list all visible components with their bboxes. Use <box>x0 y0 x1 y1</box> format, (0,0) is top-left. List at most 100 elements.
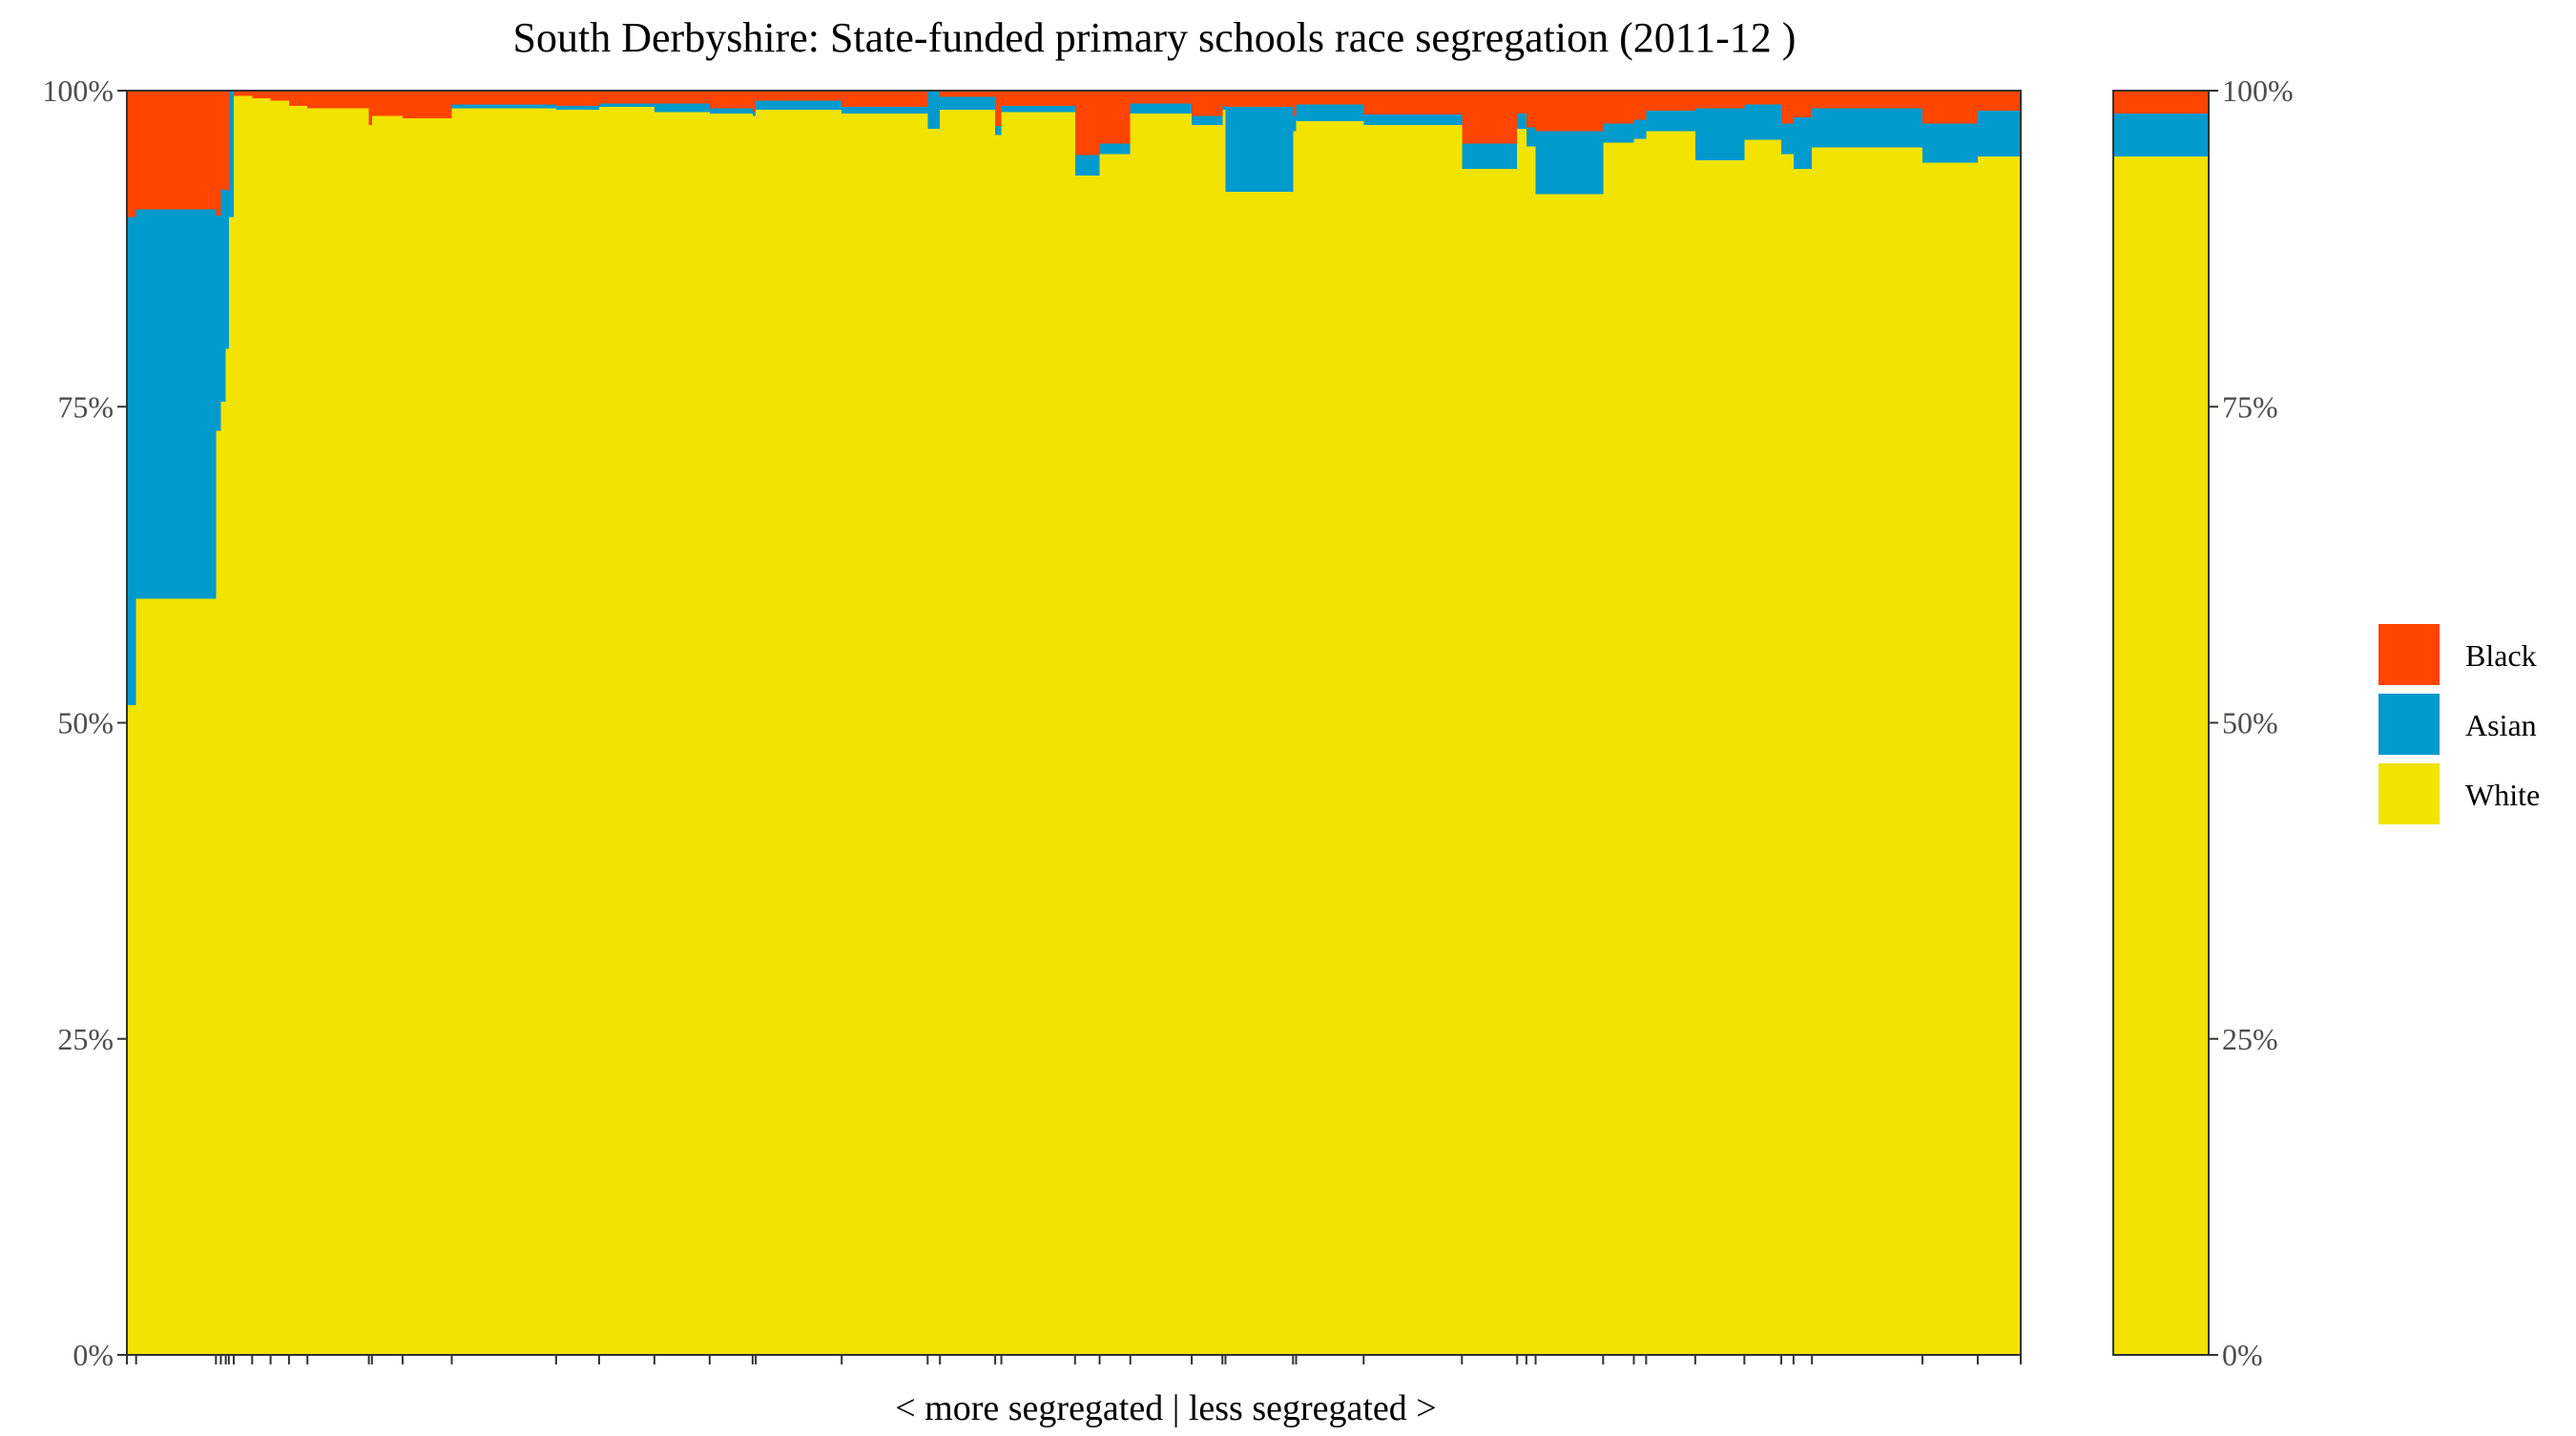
y-tick-label: 50% <box>57 706 114 740</box>
school-6-asian <box>228 91 235 218</box>
summary-black <box>2113 91 2209 114</box>
school-5-white <box>225 348 230 1355</box>
school-47-black <box>1812 91 1923 109</box>
school-35-white <box>1363 124 1463 1355</box>
school-46-asian <box>1793 116 1813 170</box>
school-18-black <box>654 91 711 104</box>
school-bar <box>940 91 996 1355</box>
school-31-black <box>1222 91 1227 106</box>
school-39-asian <box>1535 131 1604 195</box>
school-bar <box>1646 91 1696 1355</box>
y-tick-label: 100% <box>2222 73 2294 108</box>
school-2-asian <box>135 209 217 599</box>
school-20-white <box>752 115 757 1355</box>
school-bar <box>228 91 235 1355</box>
summary-white <box>2113 156 2209 1355</box>
school-bar <box>1099 91 1132 1355</box>
y-tick-label: 25% <box>2222 1022 2278 1056</box>
school-bar <box>555 91 600 1355</box>
school-21-asian <box>756 100 842 110</box>
school-15-white <box>451 108 557 1355</box>
chart-title: South Derbyshire: State-funded primary s… <box>513 14 1797 61</box>
school-bar <box>709 91 754 1356</box>
x-axis-ticks <box>126 1355 2022 1364</box>
school-25-white <box>995 135 1003 1355</box>
school-24-black <box>940 91 996 97</box>
school-34-black <box>1296 91 1364 105</box>
y-tick-label: 0% <box>73 1338 114 1372</box>
school-47-asian <box>1812 108 1923 148</box>
y-tick-label: 50% <box>2222 706 2278 740</box>
school-31-white <box>1222 109 1227 1355</box>
school-22-black <box>841 91 928 108</box>
school-3-black <box>216 91 222 217</box>
school-24-asian <box>940 96 996 110</box>
school-bar <box>1192 91 1223 1355</box>
school-28-black <box>1099 91 1132 144</box>
school-49-asian <box>1977 111 2022 156</box>
y-tick-label: 0% <box>2222 1338 2263 1372</box>
school-21-white <box>756 109 842 1355</box>
legend-item-black: Black <box>2377 622 2537 687</box>
school-32-asian <box>1225 107 1294 192</box>
school-bar <box>220 91 227 1355</box>
school-bar <box>1744 91 1782 1355</box>
school-bar <box>756 91 842 1355</box>
school-48-asian <box>1922 123 1979 163</box>
school-bar <box>654 91 711 1355</box>
school-20-black <box>752 91 757 113</box>
school-bar <box>598 91 655 1356</box>
school-5-black <box>225 91 230 191</box>
school-bar <box>1363 91 1463 1355</box>
school-17-black <box>598 91 655 104</box>
school-10-black <box>288 91 308 106</box>
school-33-black <box>1293 91 1298 116</box>
school-36-black <box>1462 91 1518 144</box>
school-45-black <box>1780 91 1795 124</box>
school-1-asian <box>127 217 137 705</box>
school-29-asian <box>1130 103 1193 114</box>
school-30-white <box>1192 124 1223 1355</box>
school-33-white <box>1293 131 1298 1355</box>
school-19-asian <box>709 108 754 114</box>
legend-swatch <box>2377 761 2441 826</box>
school-48-black <box>1922 91 1979 124</box>
school-bar <box>1633 91 1647 1356</box>
school-27-black <box>1074 91 1101 156</box>
school-41-asian <box>1633 119 1647 139</box>
school-30-black <box>1192 91 1223 116</box>
y-axis-right: 0% 25% 50% 75% 100% <box>2209 73 2294 1372</box>
school-bar <box>1780 91 1795 1355</box>
legend-swatch <box>2377 622 2441 687</box>
school-40-black <box>1603 91 1635 124</box>
school-11-black <box>307 91 370 109</box>
school-8-black <box>252 91 272 98</box>
school-41-white <box>1633 138 1647 1356</box>
y-tick-label: 75% <box>57 389 114 424</box>
school-45-white <box>1780 154 1795 1355</box>
school-43-black <box>1694 91 1745 109</box>
school-bar <box>371 91 404 1355</box>
school-32-black <box>1225 91 1294 108</box>
school-4-white <box>220 401 227 1355</box>
school-37-asian <box>1517 113 1527 129</box>
school-43-white <box>1694 159 1745 1355</box>
school-34-white <box>1296 120 1364 1355</box>
school-bar <box>927 91 941 1355</box>
school-17-white <box>598 107 655 1356</box>
school-37-white <box>1517 128 1527 1355</box>
school-39-white <box>1535 194 1604 1355</box>
school-bar <box>368 91 373 1355</box>
school-29-white <box>1130 113 1193 1356</box>
school-bar <box>1535 91 1604 1355</box>
school-13-black <box>371 91 404 116</box>
school-19-black <box>709 91 754 109</box>
school-38-asian <box>1526 127 1537 147</box>
school-15-black <box>451 91 557 105</box>
bars-layer <box>127 91 2022 1356</box>
school-48-white <box>1922 162 1979 1355</box>
school-46-black <box>1793 91 1813 117</box>
school-bar <box>1293 91 1298 1355</box>
school-22-white <box>841 113 928 1356</box>
